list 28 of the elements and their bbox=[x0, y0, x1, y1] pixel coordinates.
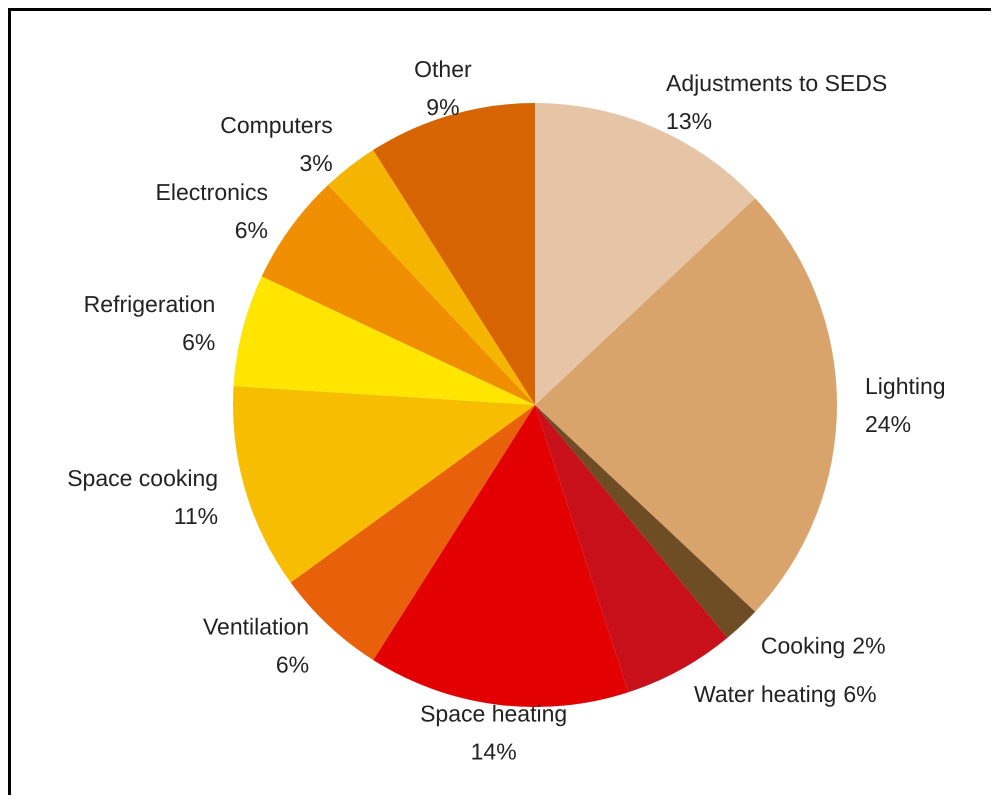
data-label: 13% bbox=[666, 108, 712, 134]
slice-label: Other bbox=[414, 56, 472, 82]
pie-slice bbox=[535, 103, 756, 405]
slice-label: Electronics bbox=[156, 179, 268, 206]
slice-label: Ventilation bbox=[202, 614, 310, 640]
data-label: 14% bbox=[470, 738, 517, 764]
pie-slice bbox=[535, 198, 837, 612]
slice-label: Space cooking bbox=[67, 465, 218, 492]
pie-slice bbox=[233, 386, 535, 583]
data-label: 6% bbox=[276, 652, 310, 678]
pie-slice bbox=[234, 276, 535, 405]
slice-label: Computers bbox=[220, 112, 333, 138]
slice-label: Cooking bbox=[760, 632, 846, 659]
data-label: 2% bbox=[852, 632, 886, 659]
data-label: 24% bbox=[865, 411, 912, 437]
slice-label: Adjustments to SEDS bbox=[666, 70, 888, 96]
slice-label: Refrigeration bbox=[84, 290, 216, 317]
data-label: 3% bbox=[299, 150, 333, 176]
data-label: 6% bbox=[182, 328, 216, 355]
slice-label: Lighting bbox=[865, 373, 946, 399]
data-label: 11% bbox=[174, 503, 218, 530]
slice-label: Space heating bbox=[420, 700, 568, 726]
data-label: 6% bbox=[234, 217, 268, 244]
slice-label: Water heating bbox=[694, 681, 836, 708]
data-label: 6% bbox=[843, 681, 877, 708]
data-label: 9% bbox=[426, 94, 460, 120]
pie-slice bbox=[535, 405, 756, 638]
pie-slice bbox=[373, 405, 628, 706]
